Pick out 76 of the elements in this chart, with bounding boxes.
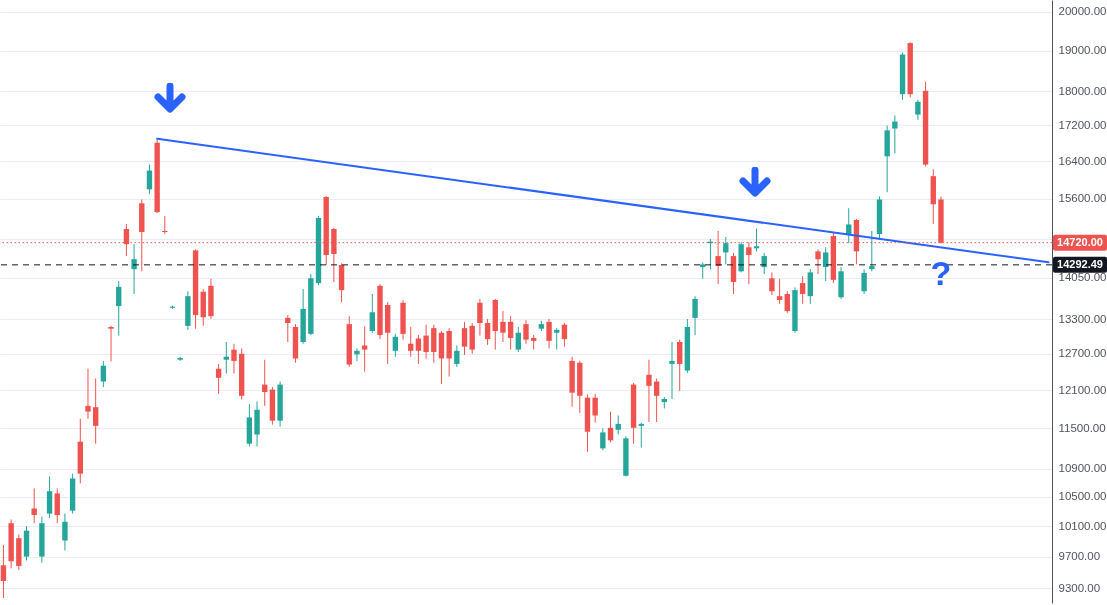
candlestick	[108, 325, 114, 363]
y-tick-label: 12100.00	[1058, 383, 1107, 396]
candlestick	[607, 411, 614, 443]
candlestick	[815, 248, 821, 275]
candlestick	[799, 275, 806, 305]
candlestick	[561, 322, 568, 348]
candlestick	[415, 334, 422, 365]
candlestick	[554, 327, 560, 351]
candlestick	[392, 333, 399, 358]
y-tick-label: 15600.00	[1058, 192, 1107, 205]
candlestick	[131, 243, 137, 295]
candlestick	[753, 227, 760, 252]
candlestick	[861, 268, 867, 295]
candlestick	[100, 360, 107, 388]
candlestick	[162, 215, 168, 235]
candlestick	[523, 319, 529, 345]
y-tick-label: 20000.00	[1058, 5, 1107, 18]
candlestick	[215, 363, 222, 395]
candlestick	[461, 321, 468, 356]
candlestick	[408, 326, 414, 358]
candlestick	[431, 324, 437, 364]
y-tick-label: 10100.00	[1058, 519, 1107, 532]
y-tick-label: 18000.00	[1058, 84, 1107, 97]
candlestick	[776, 278, 783, 305]
candlestick	[62, 513, 68, 551]
ref-line-label: 14720.00	[1057, 235, 1103, 248]
candlestick	[784, 290, 790, 314]
candlestick	[46, 475, 53, 519]
ref-line-label: 14292.49	[1057, 257, 1103, 270]
candlestick	[369, 293, 375, 334]
candlestick	[600, 427, 606, 451]
y-tick-label: 14050.00	[1058, 271, 1107, 284]
candlestick	[85, 368, 91, 420]
candlestick	[769, 271, 775, 296]
y-tick-label: 9300.00	[1058, 581, 1101, 594]
candlestick	[823, 246, 829, 282]
candlestick	[507, 315, 514, 351]
candlestick	[361, 325, 368, 373]
y-tick-label: 13300.00	[1058, 312, 1107, 325]
y-tick-label: 19000.00	[1058, 44, 1107, 57]
candlestick	[807, 268, 814, 305]
candlestick	[0, 544, 7, 599]
candlestick	[638, 422, 644, 449]
candlestick	[546, 318, 552, 349]
y-tick-label: 10500.00	[1058, 490, 1107, 503]
candlestick	[54, 487, 60, 524]
y-tick-label: 12700.00	[1058, 347, 1107, 360]
candlestick	[515, 326, 522, 353]
candlestick	[653, 377, 660, 423]
candlestick	[223, 341, 229, 375]
candlestick	[915, 99, 921, 121]
y-tick-label: 9700.00	[1058, 550, 1101, 563]
y-tick-label: 11500.00	[1058, 421, 1106, 434]
candlestick	[692, 295, 698, 336]
candlestick	[892, 114, 898, 155]
candlestick	[484, 318, 491, 346]
candlestick	[723, 236, 729, 265]
candlestick	[677, 339, 683, 392]
candlestick	[592, 393, 598, 424]
candlestick	[231, 343, 237, 375]
annotation: ?	[930, 253, 952, 292]
candlestick	[469, 322, 475, 355]
candlestick	[646, 359, 652, 423]
candlestick	[669, 341, 675, 400]
candlestick	[615, 414, 621, 435]
candlestick	[454, 345, 460, 368]
candlestick	[285, 314, 291, 343]
candlestick	[116, 280, 122, 337]
candlestick	[500, 310, 506, 343]
y-tick-label: 17200.00	[1058, 118, 1107, 131]
candlestick	[92, 377, 99, 445]
candlestick	[354, 347, 360, 362]
y-tick-label: 16400.00	[1058, 154, 1107, 167]
candlestick	[477, 298, 483, 337]
y-tick-label: 10900.00	[1058, 462, 1107, 475]
candlestick	[423, 324, 429, 360]
